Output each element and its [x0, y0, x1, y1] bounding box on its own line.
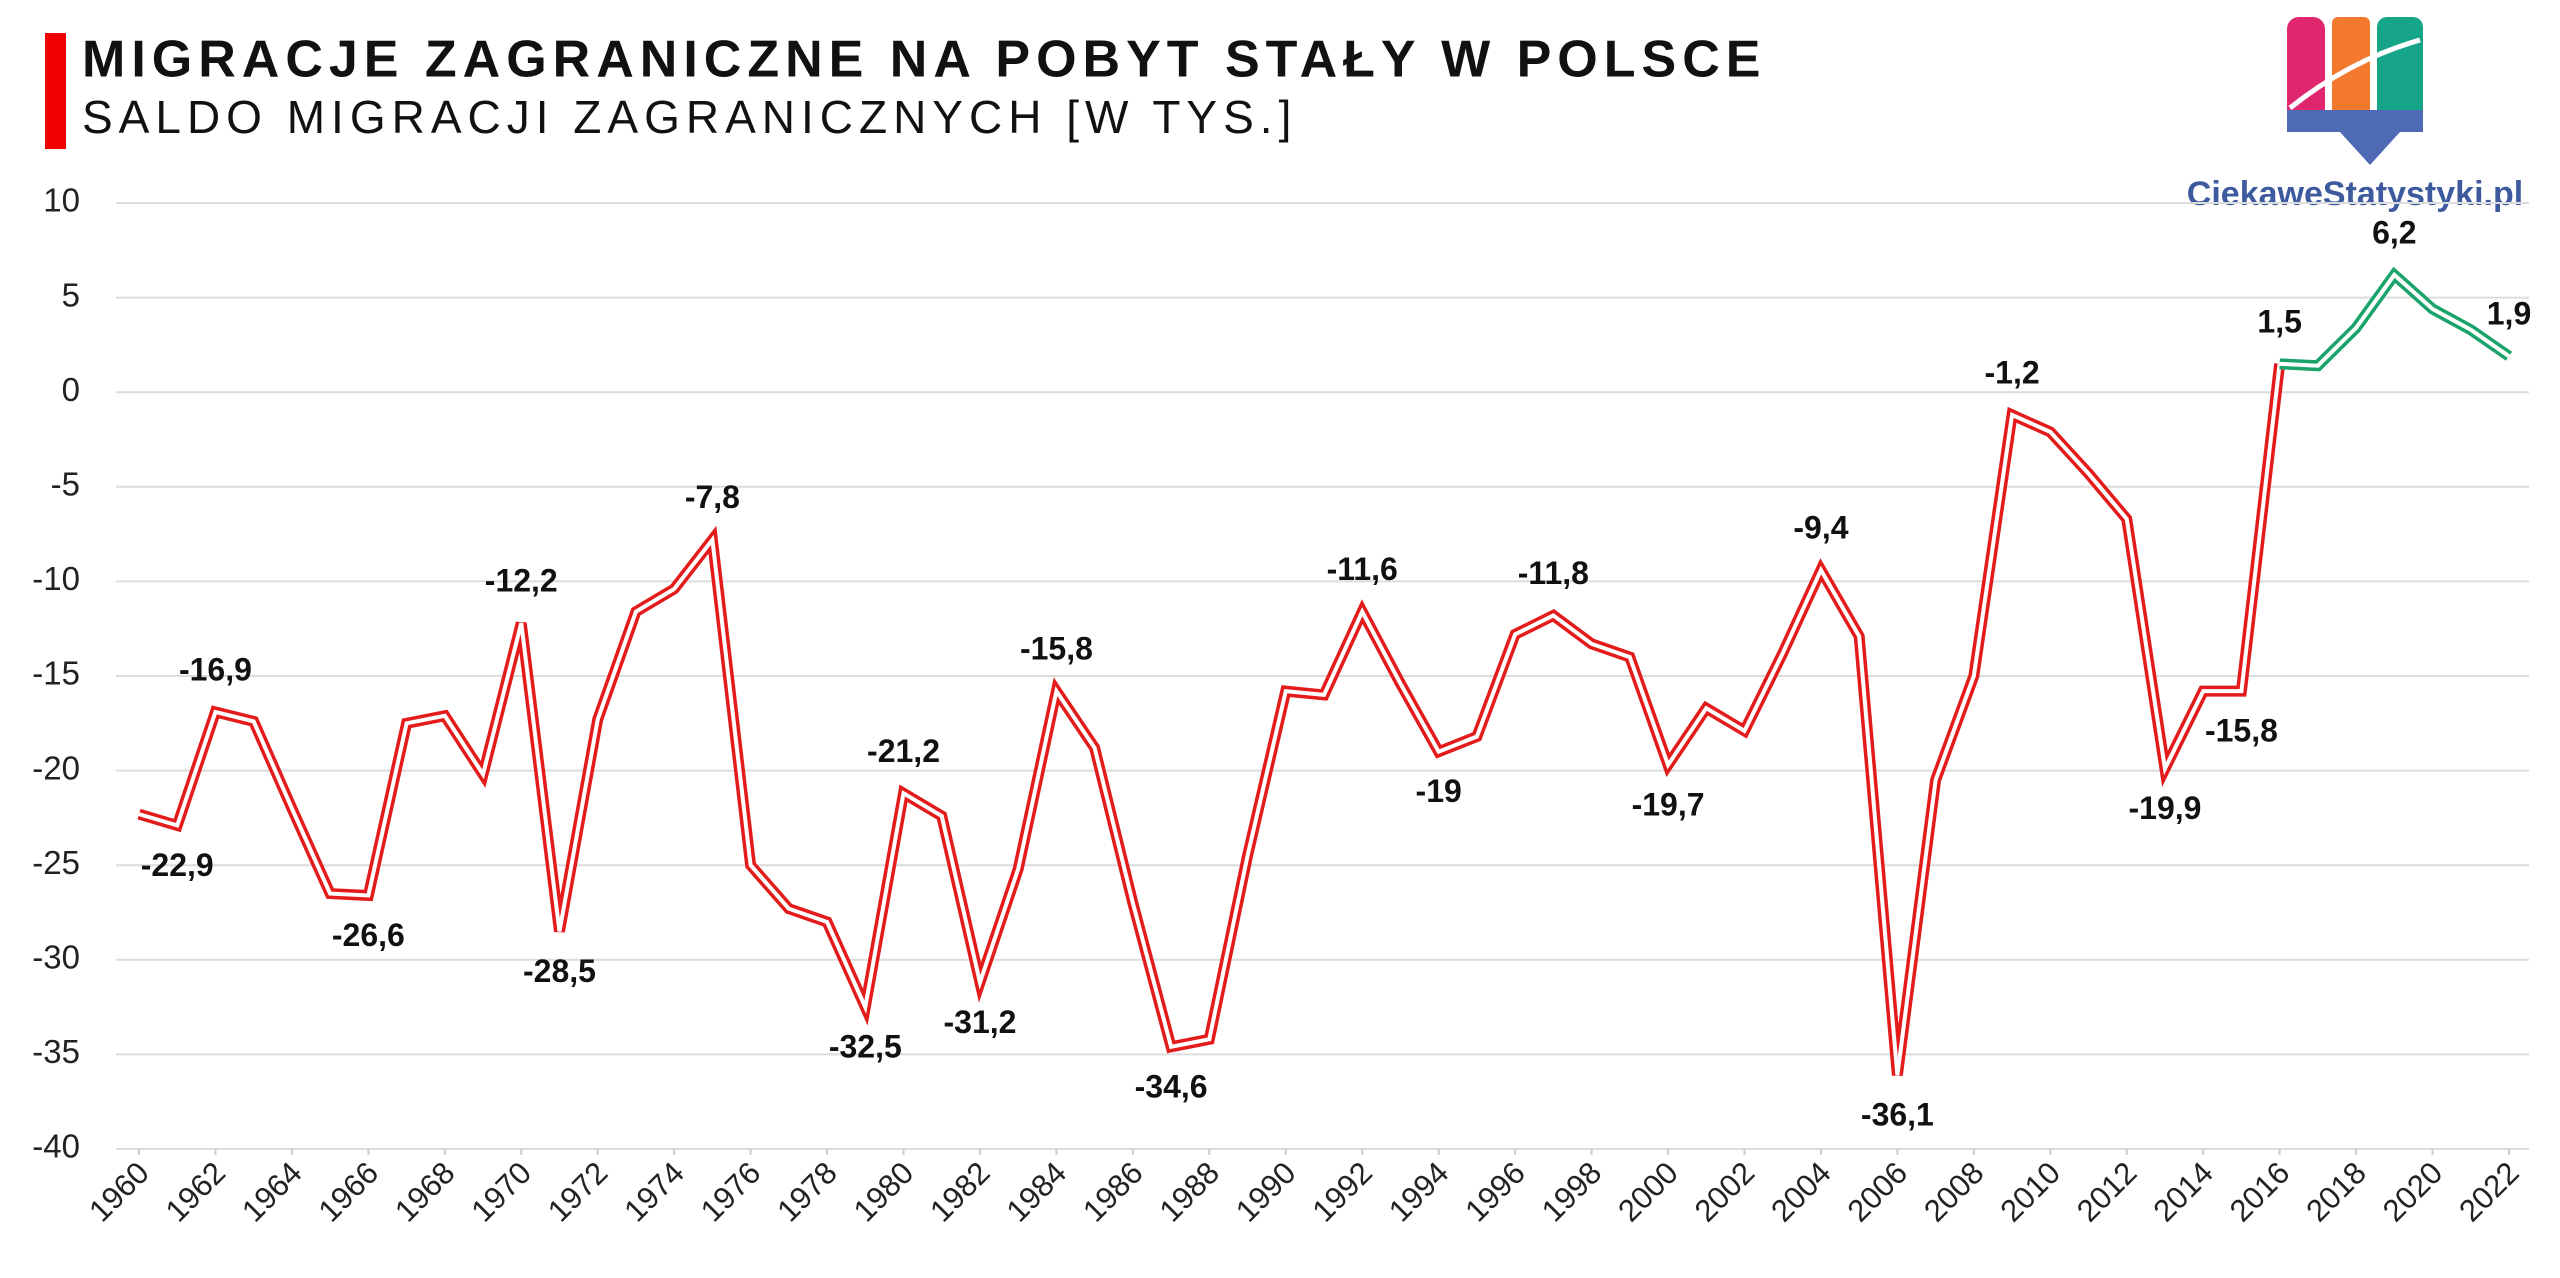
logo-base: [2287, 110, 2423, 132]
data-label: -16,9: [179, 651, 252, 687]
x-tick-label: 1998: [1535, 1155, 1609, 1229]
x-tick-label: 2016: [2223, 1155, 2297, 1229]
data-label: -34,6: [1135, 1068, 1208, 1104]
y-tick-label: -30: [32, 939, 80, 976]
x-tick-label: 1986: [1076, 1155, 1150, 1229]
data-label: -12,2: [485, 562, 558, 598]
x-tick-label: 1980: [847, 1155, 921, 1229]
data-label: -15,8: [2205, 713, 2278, 749]
data-label: -19,9: [2128, 790, 2201, 826]
x-tick-label: 2010: [1994, 1155, 2068, 1229]
x-tick-label: 1990: [1229, 1155, 1303, 1229]
data-label: -1,2: [1984, 354, 2039, 390]
logo-pointer: [2340, 132, 2400, 165]
logo: [2287, 17, 2423, 165]
x-tick-label: 2004: [1764, 1155, 1838, 1229]
x-tick-label: 1966: [312, 1155, 386, 1229]
x-tick-label: 2006: [1841, 1155, 1915, 1229]
x-tick-label: 1972: [541, 1155, 615, 1229]
logo-bar: [2332, 17, 2370, 127]
x-tick-label: 1962: [159, 1155, 233, 1229]
x-tick-label: 1960: [82, 1155, 156, 1229]
x-tick-label: 1982: [923, 1155, 997, 1229]
y-tick-label: -25: [32, 844, 80, 881]
x-tick-label: 1978: [770, 1155, 844, 1229]
data-label: -15,8: [1020, 631, 1093, 667]
series-line-inner: [138, 363, 2282, 1076]
y-tick-label: -40: [32, 1128, 80, 1165]
data-label: 6,2: [2372, 214, 2416, 250]
x-tick-label: 2012: [2070, 1155, 2144, 1229]
x-tick-label: 2014: [2146, 1155, 2220, 1229]
series-line: [2279, 266, 2513, 372]
x-tick-label: 2022: [2452, 1155, 2526, 1229]
data-label: 1,5: [2257, 303, 2301, 339]
y-tick-label: -20: [32, 749, 80, 786]
x-tick-label: 1984: [1000, 1155, 1074, 1229]
source-label: CiekaweStatystyki.pl: [2187, 175, 2523, 213]
x-tick-label: 1964: [235, 1155, 309, 1229]
data-label: -32,5: [829, 1029, 902, 1065]
chart-subtitle: SALDO MIGRACJI ZAGRANICZNYCH [W TYS.]: [82, 91, 1297, 143]
data-label: -21,2: [867, 733, 940, 769]
y-tick-label: -35: [32, 1033, 80, 1070]
x-tick-label: 1968: [388, 1155, 462, 1229]
data-label: -28,5: [523, 953, 596, 989]
data-label: 1,9: [2487, 296, 2531, 332]
data-label: -19: [1416, 773, 1462, 809]
x-tick-label: 1988: [1153, 1155, 1227, 1229]
x-tick-label: 2020: [2376, 1155, 2450, 1229]
y-tick-label: 10: [43, 182, 80, 219]
y-tick-label: -5: [51, 466, 80, 503]
data-label: -26,6: [332, 917, 405, 953]
x-tick-label: 1992: [1305, 1155, 1379, 1229]
data-label: -11,6: [1327, 551, 1398, 587]
x-tick-label: 2018: [2299, 1155, 2373, 1229]
x-tick-label: 1996: [1458, 1155, 1532, 1229]
y-tick-label: -10: [32, 560, 80, 597]
data-label: -22,9: [141, 847, 214, 883]
data-label: -36,1: [1861, 1097, 1934, 1133]
x-tick-label: 1994: [1382, 1155, 1456, 1229]
title-accent: [45, 33, 66, 149]
x-tick-label: 2000: [1611, 1155, 1685, 1229]
x-tick-label: 2002: [1688, 1155, 1762, 1229]
logo-bar: [2287, 17, 2325, 127]
logo-curve: [2288, 37, 2421, 110]
data-label: -7,8: [685, 479, 740, 515]
y-tick-label: -15: [32, 655, 80, 692]
y-tick-label: 0: [62, 371, 80, 408]
x-tick-label: 1976: [694, 1155, 768, 1229]
data-label: -9,4: [1793, 510, 1848, 546]
chart-title: MIGRACJE ZAGRANICZNE NA POBYT STAŁY W PO…: [82, 31, 1766, 89]
series-line-inner: [2279, 271, 2511, 368]
data-label: -11,8: [1518, 555, 1589, 591]
x-tick-label: 1974: [617, 1155, 691, 1229]
y-tick-label: 5: [62, 276, 80, 313]
data-label: -31,2: [943, 1004, 1016, 1040]
data-label: -19,7: [1632, 786, 1705, 822]
x-tick-label: 1970: [464, 1155, 538, 1229]
x-tick-label: 2008: [1917, 1155, 1991, 1229]
